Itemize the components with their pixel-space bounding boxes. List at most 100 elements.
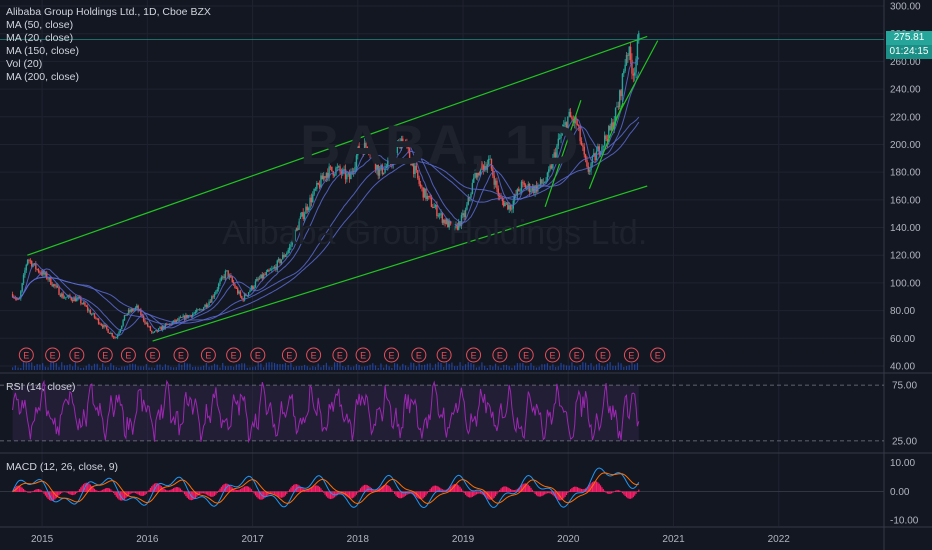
macd-hist-bar bbox=[554, 491, 557, 498]
candle-body bbox=[460, 215, 463, 226]
candle-body bbox=[523, 182, 525, 185]
macd-hist-bar bbox=[31, 491, 33, 493]
macd-hist-bar bbox=[501, 487, 503, 493]
candle-body bbox=[361, 150, 363, 152]
macd-hist-bar bbox=[283, 491, 285, 497]
macd-hist-bar bbox=[200, 491, 202, 494]
candle-body bbox=[24, 270, 26, 276]
volume-bar bbox=[61, 362, 63, 370]
macd-hist-bar bbox=[499, 489, 501, 493]
y-tick-label: 260.00 bbox=[890, 57, 921, 68]
volume-bar bbox=[129, 363, 131, 370]
candle-body bbox=[470, 193, 472, 198]
volume-bar bbox=[167, 365, 169, 370]
macd-hist-bar bbox=[424, 491, 426, 498]
volume-bar bbox=[230, 366, 232, 370]
macd-hist-bar bbox=[591, 482, 594, 493]
volume-bar bbox=[587, 365, 589, 370]
volume-bar bbox=[404, 365, 407, 370]
macd-label[interactable]: MACD (12, 26, close, 9) bbox=[6, 461, 119, 473]
candle-body bbox=[482, 165, 484, 171]
candle-body bbox=[286, 252, 288, 256]
candle-body bbox=[466, 204, 468, 210]
indicator-vol[interactable]: Vol (20) bbox=[6, 58, 43, 70]
volume-bar bbox=[426, 363, 428, 370]
macd-hist-bar bbox=[52, 491, 55, 501]
candle-body bbox=[346, 174, 348, 180]
candle-body bbox=[307, 207, 310, 211]
candle-body bbox=[489, 158, 491, 160]
macd-hist-bar bbox=[144, 491, 146, 496]
volume-bar bbox=[410, 362, 412, 370]
earnings-marker: E bbox=[383, 347, 399, 363]
macd-hist-bar bbox=[381, 486, 383, 493]
volume-bar bbox=[145, 364, 147, 370]
macd-hist-bar bbox=[398, 491, 400, 498]
macd-hist-bar bbox=[500, 488, 502, 493]
candle-body bbox=[234, 284, 236, 288]
candle-body bbox=[200, 309, 202, 311]
candle-body bbox=[481, 162, 483, 166]
candle-body bbox=[445, 219, 448, 225]
symbol-title[interactable]: Alibaba Group Holdings Ltd., 1D, Cboe BZ… bbox=[6, 6, 211, 18]
earnings-label: E bbox=[549, 351, 555, 361]
candle-body bbox=[444, 219, 446, 225]
macd-hist-bar bbox=[569, 489, 572, 493]
volume-bar bbox=[369, 364, 371, 370]
volume-bar bbox=[192, 366, 194, 370]
macd-hist-bar bbox=[414, 491, 416, 497]
macd-hist-bar bbox=[608, 491, 610, 494]
macd-hist-bar bbox=[78, 489, 81, 493]
macd-hist-bar bbox=[137, 491, 139, 495]
candle-body bbox=[447, 219, 449, 228]
volume-bar bbox=[309, 367, 311, 370]
candle-body bbox=[224, 270, 227, 279]
candle-body bbox=[579, 126, 581, 142]
macd-hist-bar bbox=[305, 489, 307, 493]
macd-hist-bar bbox=[383, 485, 385, 493]
earnings-marker: E bbox=[492, 347, 508, 363]
candle-body bbox=[348, 173, 351, 180]
volume-bar bbox=[211, 365, 213, 370]
rsi-label[interactable]: RSI (14, close) bbox=[6, 381, 76, 393]
macd-hist-bar bbox=[373, 489, 375, 493]
candle-body bbox=[295, 228, 298, 231]
volume-bar bbox=[500, 367, 502, 370]
macd-hist-bar bbox=[389, 487, 392, 493]
candle-body bbox=[553, 152, 555, 158]
indicator-ma50[interactable]: MA (50, close) bbox=[6, 19, 74, 31]
ma-50-line bbox=[12, 71, 640, 332]
macd-hist-bar bbox=[241, 488, 243, 493]
volume-bar bbox=[31, 362, 33, 370]
volume-bar bbox=[85, 365, 87, 370]
candle-body bbox=[211, 296, 213, 303]
volume-bar bbox=[287, 365, 289, 370]
candle-body bbox=[185, 314, 187, 320]
candle-body bbox=[106, 325, 108, 329]
earnings-circle bbox=[173, 347, 189, 363]
candle-body bbox=[89, 310, 92, 315]
y-tick-label: 220.00 bbox=[890, 112, 921, 123]
macd-hist-bar bbox=[448, 487, 450, 493]
indicator-ma20[interactable]: MA (20, close) bbox=[6, 32, 74, 44]
candle-body bbox=[70, 297, 72, 300]
earnings-label: E bbox=[150, 351, 156, 361]
macd-hist-bar bbox=[235, 489, 237, 493]
macd-hist-bar bbox=[478, 491, 480, 494]
macd-hist-bar bbox=[357, 491, 359, 493]
candle-body bbox=[507, 202, 509, 210]
volume-bar bbox=[112, 365, 115, 370]
volume-bar bbox=[565, 365, 568, 370]
volume-bar bbox=[153, 367, 156, 370]
candle-body bbox=[452, 224, 454, 231]
candle-body bbox=[530, 190, 532, 193]
macd-hist-bar bbox=[88, 483, 90, 493]
volume-bar bbox=[197, 366, 199, 370]
indicator-ma200[interactable]: MA (200, close) bbox=[6, 71, 79, 83]
volume-bar bbox=[557, 366, 559, 370]
macd-hist-bar bbox=[28, 491, 30, 493]
candle-body bbox=[114, 337, 116, 339]
indicator-ma150[interactable]: MA (150, close) bbox=[6, 45, 79, 57]
candle-body bbox=[610, 122, 613, 130]
